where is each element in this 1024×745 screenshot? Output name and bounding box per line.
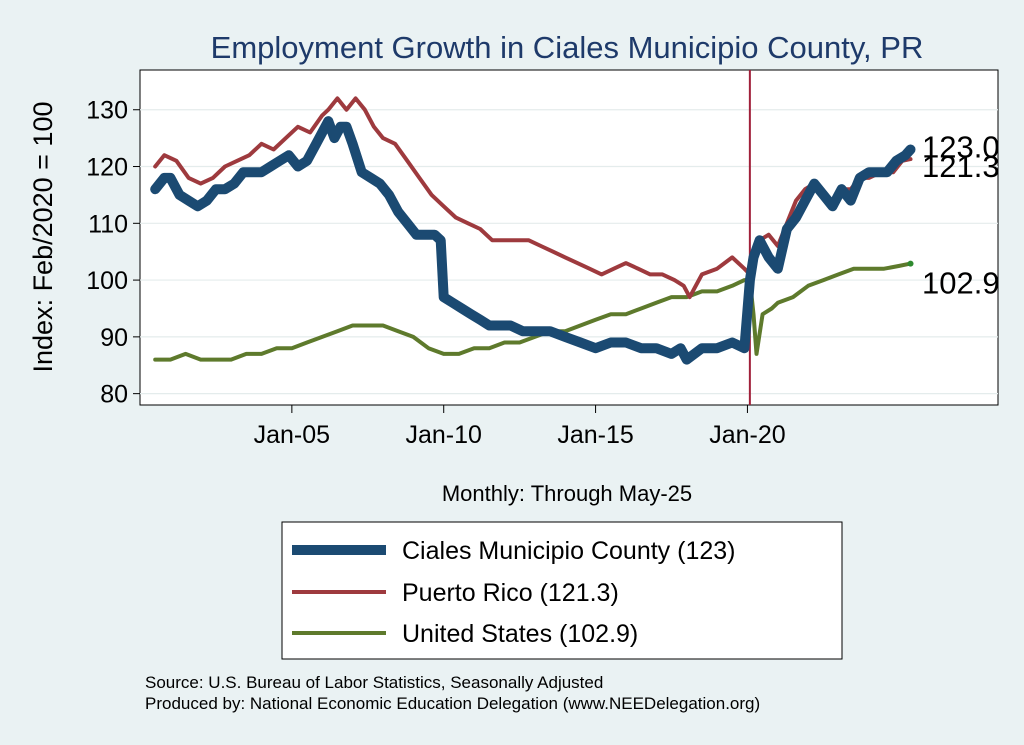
end-label-1: 121.3 — [922, 149, 1000, 184]
x-tick-label: Jan-15 — [557, 421, 633, 449]
chart-title: Employment Growth in Ciales Municipio Co… — [211, 30, 924, 65]
grid-lines — [140, 109, 998, 395]
legend-label-puerto-rico: Puerto Rico (121.3) — [402, 579, 619, 607]
x-tick-label: Jan-20 — [709, 421, 785, 449]
x-tick-label: Jan-05 — [254, 421, 330, 449]
legend-label-united-states: United States (102.9) — [402, 620, 638, 648]
x-axis: Jan-05 Jan-10 Jan-15 Jan-20 — [254, 405, 786, 449]
x-tick-label: Jan-10 — [405, 421, 481, 449]
series-lines — [150, 96, 916, 365]
end-label-2: 102.9 — [922, 266, 1000, 301]
series-line-puerto-rico — [153, 96, 913, 300]
y-tick-label: 110 — [88, 210, 128, 238]
producer-note: Produced by: National Economic Education… — [145, 694, 760, 713]
end-label-0: 123.0 — [922, 129, 1000, 164]
y-axis: 80 90 100 110 120 130 — [86, 97, 140, 409]
x-axis-label: Monthly: Through May-25 — [442, 481, 692, 506]
y-tick-label: 90 — [100, 324, 128, 352]
source-note: Source: U.S. Bureau of Labor Statistics,… — [145, 673, 603, 692]
y-tick-label: 80 — [100, 381, 128, 409]
plot-area — [139, 69, 999, 406]
us-end-marker — [907, 260, 914, 267]
y-tick-label: 120 — [86, 154, 128, 182]
series-line-united-states — [153, 261, 913, 362]
legend-label-ciales: Ciales Municipio County (123) — [402, 537, 735, 565]
series-line-ciales — [150, 116, 916, 365]
y-tick-label: 130 — [86, 97, 128, 125]
y-tick-label: 100 — [86, 267, 128, 295]
y-axis-label: Index: Feb/2020 = 100 — [28, 102, 58, 373]
